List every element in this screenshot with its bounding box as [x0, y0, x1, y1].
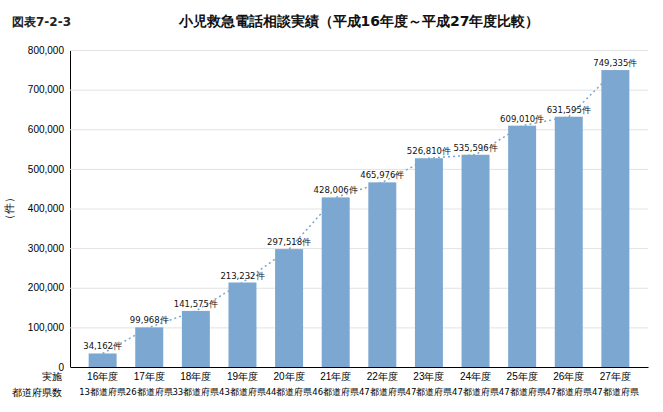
x-tick-label: 17年度 — [134, 371, 165, 382]
data-label: 428,006件 — [314, 185, 358, 195]
grid-line — [70, 90, 648, 91]
figure-number: 図表7-2-3 — [12, 15, 71, 29]
y-tick-label: 100,000 — [28, 322, 65, 333]
category-note: 47都道府県 — [452, 387, 499, 397]
bar — [89, 353, 117, 367]
data-label: 631,595件 — [547, 105, 591, 115]
x-tick-label: 20年度 — [274, 371, 305, 382]
category-note: 13都道府県 — [79, 387, 126, 397]
y-axis-line — [71, 51, 649, 368]
x-tick-label: 25年度 — [507, 371, 538, 382]
bar — [508, 126, 536, 367]
x-tick: 23年度 — [413, 371, 444, 382]
x-tick: 16年度 — [87, 371, 118, 382]
bar — [368, 182, 396, 367]
x-axis-line — [71, 367, 649, 368]
data-label: 609,010件 — [500, 114, 544, 124]
marks — [89, 70, 630, 367]
y-tick-label: 600,000 — [28, 124, 65, 135]
bar — [322, 197, 350, 367]
trend-line — [103, 70, 616, 353]
category-note: 44都道府県 — [266, 387, 313, 397]
category-note: 26都道府県 — [126, 387, 173, 397]
data-label: 34,162件 — [83, 341, 122, 351]
y-tick-label: 300,000 — [28, 243, 65, 254]
y-tick-label: 400,000 — [28, 203, 65, 214]
category-note: 33都道府県 — [172, 387, 219, 397]
data-label: 213,232件 — [220, 271, 264, 281]
bar — [555, 117, 583, 367]
x-tick: 26年度 — [553, 371, 584, 382]
bar — [462, 155, 490, 367]
data-label: 749,335件 — [593, 58, 637, 68]
x-tick-label: 16年度 — [87, 371, 118, 382]
data-label: 526,810件 — [407, 146, 451, 156]
x-tick-label: 22年度 — [367, 371, 398, 382]
x-tick: 20年度 — [274, 371, 305, 382]
x-axis: 16年度 17年度 18年度 19年度 20年度 21年度 22年度 23年度 24年度 25年度… — [71, 368, 649, 383]
data-label: 465,976件 — [360, 170, 404, 180]
x-tick: 21年度 — [320, 371, 351, 382]
x-tick-label: 24年度 — [460, 371, 491, 382]
x-tick-label: 23年度 — [413, 371, 444, 382]
y-tick-label: 700,000 — [28, 84, 65, 95]
title-area: 図表7-2-3 小児救急電話相談実績（平成16年度～平成27年度比較） — [12, 13, 539, 29]
y-tick-label: 800,000 — [28, 45, 65, 56]
x-tick: 25年度 — [507, 371, 538, 382]
data-label: 297,518件 — [267, 237, 311, 247]
category-note: 46都道府県 — [312, 387, 359, 397]
category-note: 47都道府県 — [592, 387, 639, 397]
title: 小児救急電話相談実績（平成16年度～平成27年度比較） — [178, 13, 540, 29]
data-label: 99,968件 — [130, 315, 169, 325]
bar — [228, 283, 256, 367]
data-labels: 34,162件 99,968件 141,575件 213,232件 297,518件 42… — [83, 58, 637, 351]
category-notes: 13都道府県26都道府県33都道府県43都道府県44都道府県46都道府県47都道… — [79, 387, 639, 397]
x-tick: 17年度 — [134, 371, 165, 382]
y-tick-label: 200,000 — [28, 282, 65, 293]
chart: 図表7-2-3小児救急電話相談実績（平成16年度～平成27年度比較）0100,0… — [0, 0, 663, 412]
grid-line — [70, 50, 648, 51]
y-axis-title: （件） — [3, 192, 16, 225]
x-tick: 19年度 — [227, 371, 258, 382]
data-label: 535,596件 — [453, 143, 497, 153]
x-tick-label: 18年度 — [180, 371, 211, 382]
x-tick: 22年度 — [367, 371, 398, 382]
category-note: 47都道府県 — [406, 387, 453, 397]
data-label: 141,575件 — [174, 299, 218, 309]
category-note: 47都道府県 — [499, 387, 546, 397]
y-tick: 700,000 — [28, 84, 648, 95]
x-tick: 27年度 — [600, 371, 631, 382]
bar — [182, 311, 210, 367]
y-tick: 800,000 — [28, 45, 648, 56]
category-note: 43都道府県 — [219, 387, 266, 397]
plot: 0100,000200,000300,000400,000500,000600,… — [3, 45, 649, 398]
row-label: 都道府県数 — [12, 387, 62, 398]
grid-line — [70, 367, 648, 368]
category-note: 47都道府県 — [545, 387, 592, 397]
x-tick-label: 19年度 — [227, 371, 258, 382]
x-tick-label: 27年度 — [600, 371, 631, 382]
x-tick-label: 21年度 — [320, 371, 351, 382]
x-tick: 24年度 — [460, 371, 491, 382]
y-tick-label: 500,000 — [28, 164, 65, 175]
bar — [415, 158, 443, 367]
bar — [601, 70, 629, 367]
row-label: 実施 — [42, 371, 62, 382]
x-tick: 18年度 — [180, 371, 211, 382]
bar — [275, 249, 303, 367]
row-labels: 実施都道府県数 — [12, 371, 62, 398]
category-note: 47都道府県 — [359, 387, 406, 397]
y-axis: 0100,000200,000300,000400,000500,000600,… — [28, 45, 648, 373]
x-tick-label: 26年度 — [553, 371, 584, 382]
